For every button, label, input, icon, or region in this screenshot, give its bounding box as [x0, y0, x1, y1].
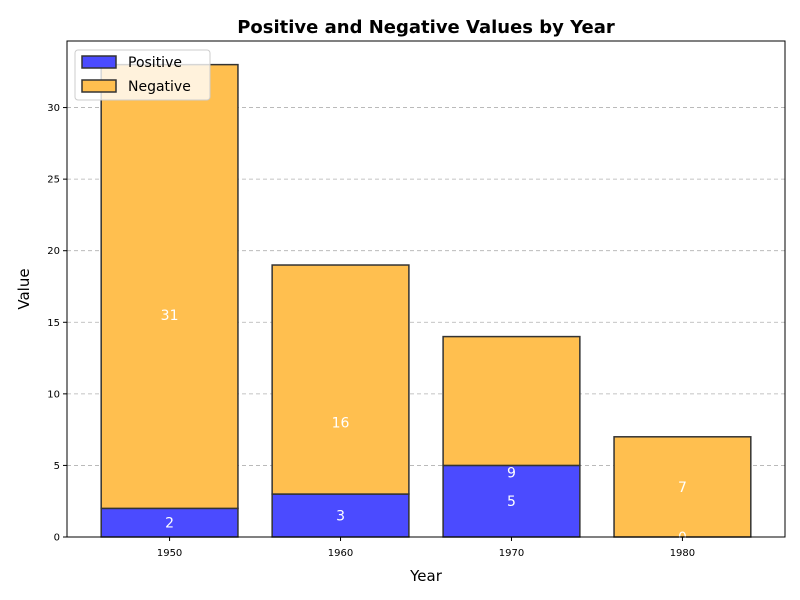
legend-label-positive: Positive	[128, 55, 182, 71]
bar-value-label: 5	[507, 494, 516, 510]
y-tick-label: 0	[54, 533, 60, 544]
bar-negative-1970	[442, 335, 581, 467]
x-axis-ticks: 1950 1960 1970 1980	[157, 537, 695, 559]
chart-title: Positive and Negative Values by Year	[237, 17, 615, 38]
y-tick-label: 25	[47, 175, 60, 186]
bar-negative-1960	[271, 264, 410, 495]
y-tick-label: 5	[54, 461, 60, 472]
bar-negative-1950	[100, 63, 239, 510]
x-tick-label: 1960	[328, 548, 353, 559]
x-tick-label: 1970	[499, 548, 524, 559]
y-tick-label: 30	[47, 103, 60, 114]
bar-value-label: 9	[507, 466, 516, 482]
bars	[100, 63, 752, 538]
x-tick-label: 1950	[157, 548, 182, 559]
plot-frame	[66, 40, 786, 538]
y-tick-label: 20	[47, 246, 60, 257]
x-axis-label: Year	[409, 567, 443, 585]
y-axis-ticks: 0 5 10 15 20 25 30	[47, 103, 67, 544]
bar-value-label: 3	[336, 509, 345, 525]
bar-value-label: 16	[332, 415, 350, 431]
y-axis-label: Value	[15, 268, 33, 309]
bar-value-label: 2	[165, 516, 174, 532]
legend-swatch-negative	[81, 79, 117, 93]
bar-positive-1970	[442, 464, 581, 538]
bar-value-label: 7	[678, 480, 687, 496]
bar-value-label: 31	[161, 308, 179, 324]
y-tick-label: 10	[47, 389, 60, 400]
legend-label-negative: Negative	[128, 79, 191, 95]
bar-positive-1960	[271, 493, 410, 538]
x-tick-label: 1980	[670, 548, 695, 559]
legend: Positive Negative	[74, 49, 211, 101]
bar-negative-1980	[613, 436, 752, 538]
y-tick-label: 15	[47, 318, 60, 329]
legend-swatch-positive	[81, 55, 117, 69]
